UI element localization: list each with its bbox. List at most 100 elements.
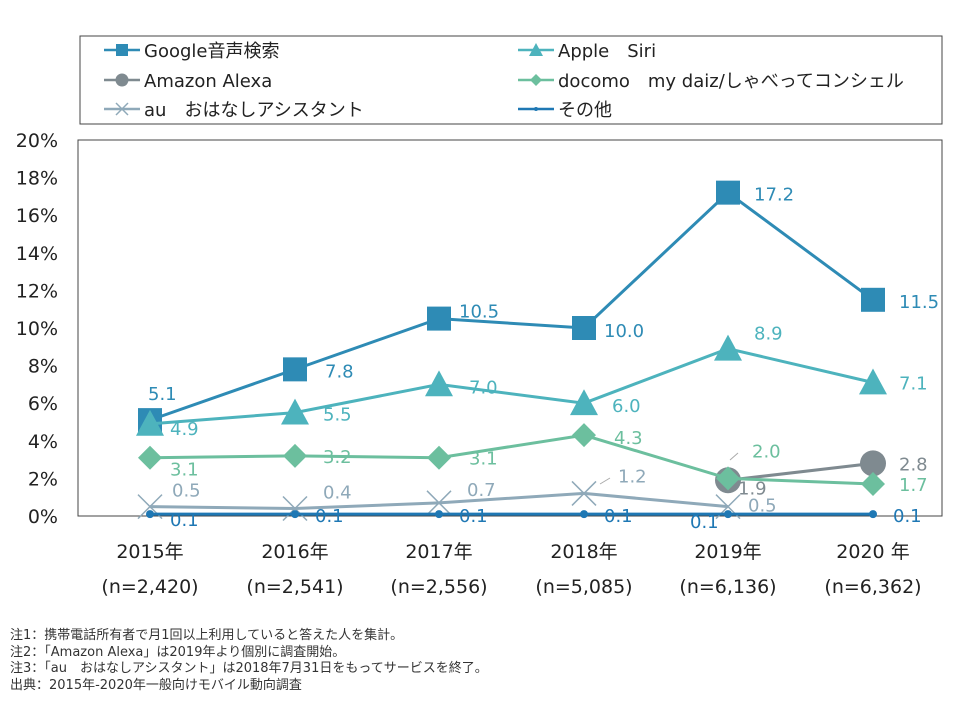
data-label: 0.7 <box>467 480 496 501</box>
x-tick-label: 2020 年 <box>836 541 909 563</box>
x-tick-label: 2017年 <box>405 541 472 563</box>
legend-label: Google音声検索 <box>144 41 279 62</box>
x-axis: 2015年 (n=2,420) 2016年 (n=2,541) 2017年 (n=2,55… <box>101 541 921 598</box>
data-label: 0.5 <box>172 481 201 502</box>
data-label: 11.5 <box>899 292 939 313</box>
data-point <box>425 370 453 397</box>
data-label: 2.0 <box>752 441 781 462</box>
series-5: 0.1 0.1 0.1 0.1 0.1 0.1 <box>146 506 922 533</box>
series-3: 3.1 3.2 3.1 4.3 2.0 1.7 <box>138 423 928 497</box>
legend-marker-icon <box>529 43 543 56</box>
data-point <box>282 495 308 522</box>
legend-marker-icon <box>116 44 128 56</box>
data-label: 7.0 <box>469 377 498 398</box>
data-label: 0.1 <box>170 510 199 531</box>
x-tick-sublabel: (n=5,085) <box>535 576 632 598</box>
data-label: 4.9 <box>170 419 199 440</box>
y-tick-label: 20% <box>16 130 58 152</box>
x-tick-sublabel: (n=2,556) <box>390 576 487 598</box>
footnote-source: 出典：2015年-2020年一般向けモバイル動向調査 <box>10 677 302 693</box>
data-label: 5.5 <box>323 405 352 426</box>
data-label: 0.1 <box>604 506 633 527</box>
legend-box <box>79 35 943 125</box>
label-leader-line <box>599 477 611 485</box>
legend-marker-icon <box>530 74 542 86</box>
legend-label: その他 <box>558 100 612 121</box>
x-tick-label: 2016年 <box>261 541 328 563</box>
data-label: 0.1 <box>893 506 922 527</box>
legend-marker-icon <box>534 107 538 111</box>
data-point <box>427 306 451 331</box>
data-point <box>426 490 452 516</box>
data-label: 1.9 <box>738 478 767 499</box>
data-point <box>138 445 162 470</box>
data-label: 3.1 <box>170 460 199 481</box>
data-point <box>146 510 154 519</box>
y-tick-label: 2% <box>28 468 58 490</box>
x-tick-sublabel: (n=6,362) <box>824 576 921 598</box>
series-0: 5.1 7.8 10.5 10.0 17.2 11.5 <box>138 180 939 433</box>
line-chart: Google音声検索 Apple Siri Amazon Alexa docomo m… <box>16 35 943 598</box>
series-line <box>727 461 874 482</box>
legend-item: Amazon Alexa <box>104 71 272 92</box>
x-tick-sublabel: (n=2,420) <box>101 576 198 598</box>
data-point <box>861 472 885 497</box>
data-label: 17.2 <box>754 185 794 206</box>
data-label: 4.3 <box>614 428 643 449</box>
legend-item: その他 <box>518 100 612 121</box>
legend-item: Google音声検索 <box>104 41 279 62</box>
data-point <box>714 334 742 361</box>
data-point <box>283 443 307 468</box>
data-label: 10.5 <box>459 302 499 323</box>
legend-item: docomo my daiz/しゃべってコンシェル <box>518 71 904 92</box>
data-point <box>136 409 164 436</box>
legend-label: Apple Siri <box>558 41 656 62</box>
y-tick-label: 10% <box>16 318 58 340</box>
data-point <box>571 480 597 506</box>
plot-area <box>77 139 943 517</box>
series-line <box>149 190 874 422</box>
data-label: 8.9 <box>754 324 783 345</box>
data-point <box>860 450 886 477</box>
data-point <box>570 389 598 416</box>
data-point <box>724 510 732 519</box>
data-point <box>281 398 309 425</box>
y-tick-label: 8% <box>28 356 58 378</box>
legend-marker-icon <box>115 102 129 116</box>
data-point <box>427 445 451 470</box>
series-line <box>149 433 874 486</box>
y-tick-label: 0% <box>28 506 58 528</box>
data-point <box>859 368 887 395</box>
y-axis: 0% 2% 4% 6% 8% 10% 12% 14% 16% 18% 20% <box>16 130 58 528</box>
data-label: 7.1 <box>899 374 928 395</box>
footnote-2: 注2：「Amazon Alexa」は2019年より個別に調査開始。 <box>10 644 346 660</box>
y-tick-label: 6% <box>28 393 58 415</box>
legend-item: Apple Siri <box>518 41 656 62</box>
data-point <box>435 510 443 519</box>
data-label: 0.1 <box>459 506 488 527</box>
data-point <box>716 180 740 205</box>
data-label: 0.4 <box>323 482 352 503</box>
data-point <box>716 466 740 491</box>
data-point <box>291 510 299 519</box>
legend-item: au おはなしアシスタント <box>104 100 364 121</box>
data-label: 10.0 <box>604 321 644 342</box>
x-tick-label: 2018年 <box>550 541 617 563</box>
y-tick-label: 14% <box>16 243 58 265</box>
footnote-3: 注3：「au おはなしアシスタント」は2018年7月31日をもってサービスを終了… <box>10 661 488 676</box>
data-label: 3.2 <box>323 447 352 468</box>
x-tick-sublabel: (n=2,541) <box>246 576 343 598</box>
data-label: 1.2 <box>618 466 647 487</box>
x-tick-label: 2019年 <box>694 541 761 563</box>
data-point <box>869 510 877 519</box>
data-label: 2.8 <box>899 454 928 475</box>
footnotes: 注1：携帯電話所有者で月1回以上利用していると答えた人を集計。 注2：「Amaz… <box>10 628 488 694</box>
data-label: 0.5 <box>748 496 777 517</box>
y-tick-label: 16% <box>16 205 58 227</box>
x-tick-sublabel: (n=6,136) <box>679 576 776 598</box>
legend: Google音声検索 Apple Siri Amazon Alexa docomo m… <box>104 41 904 121</box>
series-4: 0.5 0.4 0.7 1.2 0.5 <box>137 466 777 522</box>
data-label: 6.0 <box>612 396 641 417</box>
x-tick-label: 2015年 <box>116 541 183 563</box>
legend-label: Amazon Alexa <box>144 71 272 92</box>
